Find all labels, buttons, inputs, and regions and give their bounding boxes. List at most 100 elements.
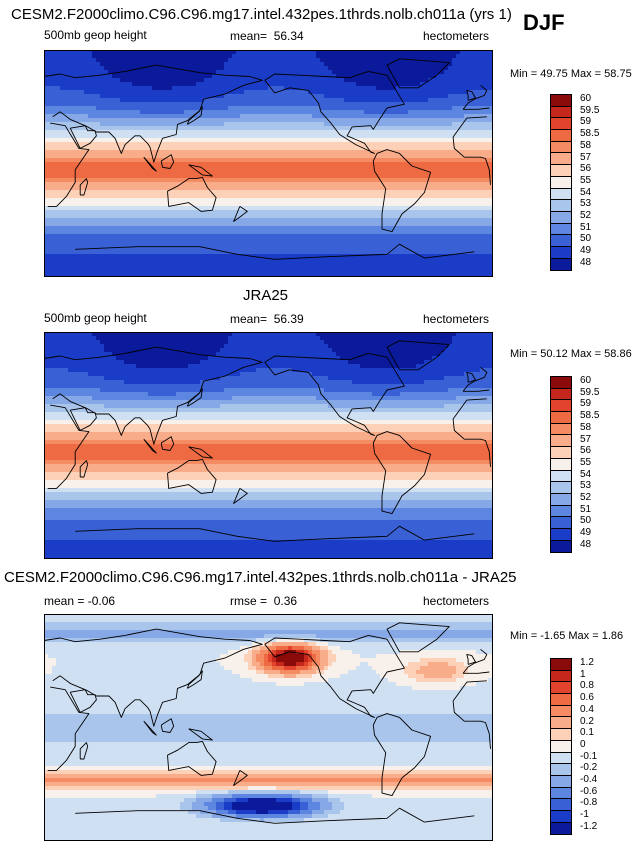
colorbar-tick-label: 51 — [580, 503, 592, 515]
colorbar-tick-label: 50 — [580, 233, 592, 245]
colorbar-tick-label: 60 — [580, 93, 592, 104]
colorbar-cell — [551, 377, 571, 389]
colorbar-cell — [551, 435, 571, 448]
colorbar-cell — [551, 211, 571, 224]
colorbar-cell — [551, 764, 571, 776]
colorbar-tick-label: 56 — [580, 445, 592, 457]
panel-3-minmax: Min = -1.65 Max = 1.86 — [510, 630, 624, 642]
coastline — [188, 728, 213, 741]
panel-3-colorbar — [550, 658, 572, 836]
coastline — [264, 634, 405, 718]
colorbar-cell — [551, 740, 571, 753]
colorbar-cell — [551, 165, 571, 177]
colorbar-tick-label: 58 — [580, 139, 592, 151]
colorbar-cell — [551, 118, 571, 131]
colorbar-cell — [551, 682, 571, 695]
colorbar-tick-label: -0.4 — [580, 774, 598, 785]
panel-1-variable-label: 500mb geop height — [44, 28, 147, 42]
colorbar-cell — [551, 458, 571, 471]
coastline — [167, 740, 217, 776]
panel-3-units: hectometers — [423, 594, 490, 608]
panel-1-units: hectometers — [423, 29, 490, 43]
coastline — [47, 680, 491, 771]
colorbar-cell — [551, 200, 571, 212]
coastline — [466, 653, 476, 665]
coastline — [160, 154, 175, 169]
colorbar-cell — [551, 130, 571, 142]
colorbar-tick-label: 54 — [580, 468, 592, 480]
coastline — [233, 770, 248, 786]
colorbar-tick-label: 0 — [580, 738, 586, 750]
colorbar-tick-label: -0.2 — [580, 762, 598, 774]
panel-1-mean-label: mean= 56.34 — [230, 29, 304, 43]
coastline — [372, 713, 432, 797]
colorbar-cell — [551, 799, 571, 811]
colorbar-cell — [551, 717, 571, 730]
coastline — [186, 670, 203, 689]
colorbar-tick-label: 58.5 — [580, 128, 600, 140]
coastline — [44, 346, 490, 445]
colorbar-tick-label: -0.8 — [580, 797, 598, 809]
coastline — [372, 431, 432, 515]
map-frame — [44, 614, 493, 841]
colorbar-tick-label: 59.5 — [580, 104, 600, 116]
colorbar-cell — [551, 810, 571, 823]
panel-3-rmse-text: rmse = — [230, 594, 268, 608]
coastline — [167, 176, 217, 212]
colorbar-tick-label: 0.6 — [580, 692, 594, 704]
panel-1-title: CESM2.F2000climo.C96.C96.mg17.intel.432p… — [11, 6, 512, 23]
coastline — [79, 742, 89, 760]
colorbar-tick-label: 59 — [580, 398, 592, 410]
colorbar-tick-label: 0.1 — [580, 727, 594, 739]
colorbar-cell — [551, 246, 571, 259]
colorbar-cell — [551, 258, 571, 271]
map-frame — [44, 332, 493, 559]
colorbar-cell — [551, 388, 571, 401]
coastline — [44, 628, 490, 727]
coastline — [386, 340, 450, 371]
coastline — [188, 446, 213, 459]
colorbar-cell — [551, 153, 571, 166]
season-label: DJF — [523, 10, 565, 35]
coastline — [264, 70, 405, 154]
coastline — [186, 388, 203, 407]
panel-3-rmse-value: 0.36 — [273, 594, 298, 608]
coastline — [69, 407, 97, 431]
colorbar-cell — [551, 223, 571, 236]
coastline — [372, 149, 432, 233]
colorbar-tick-label: 59 — [580, 116, 592, 128]
colorbar-tick-label: 0.8 — [580, 680, 594, 692]
colorbar-tick-label: -0.1 — [580, 750, 598, 762]
colorbar-cell — [551, 447, 571, 459]
coastline — [466, 89, 476, 101]
colorbar-cell — [551, 470, 571, 483]
colorbar-cell — [551, 493, 571, 506]
colorbar-tick-label: 55 — [580, 456, 592, 468]
colorbar-cell — [551, 95, 571, 107]
colorbar-tick-label: 52 — [580, 210, 592, 221]
colorbar-tick-label: 48 — [580, 256, 592, 268]
coastline — [386, 622, 450, 653]
colorbar-cell — [551, 752, 571, 765]
colorbar-tick-label: 56 — [580, 163, 592, 175]
panel-2-mean-text: mean= — [230, 312, 268, 326]
colorbar-cell — [551, 705, 571, 718]
panel-3-title: CESM2.F2000climo.C96.C96.mg17.intel.432p… — [4, 569, 517, 586]
coastline — [75, 243, 475, 260]
panel-3-mean-label: mean = -0.06 — [44, 594, 116, 608]
coastline — [69, 125, 97, 149]
colorbar-tick-label: 51 — [580, 221, 592, 233]
colorbar-tick-label: 58.5 — [580, 410, 600, 422]
colorbar-tick-label: 60 — [580, 375, 592, 386]
colorbar-cell — [551, 670, 571, 683]
coastline — [143, 720, 157, 736]
coastline — [143, 156, 157, 172]
coastline — [233, 488, 248, 504]
coastline — [75, 525, 475, 542]
colorbar-tick-label: -1 — [580, 809, 589, 821]
coastline — [44, 64, 490, 163]
panel-2-map — [44, 332, 493, 559]
panel-2-colorbar — [550, 376, 572, 554]
colorbar-tick-label: 1 — [580, 668, 586, 680]
panel-3-rmse-label: rmse = 0.36 — [230, 594, 297, 608]
